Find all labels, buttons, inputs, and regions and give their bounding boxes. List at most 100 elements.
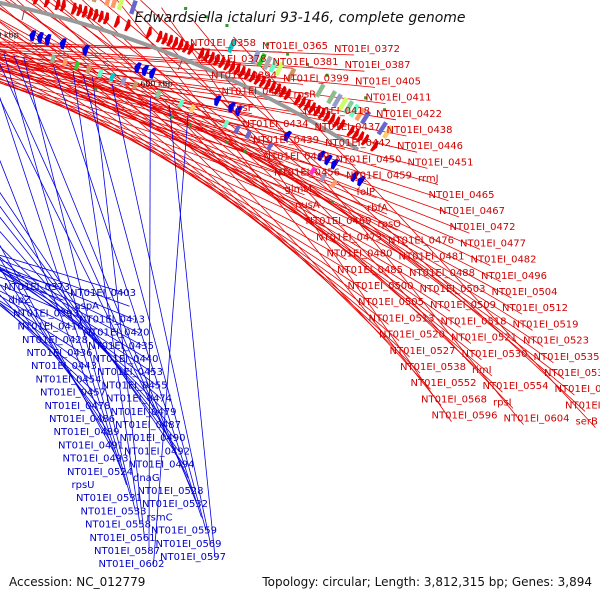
reverse-gene-label: NT01EI_0413 — [79, 314, 145, 325]
forward-gene-label: NT01EI_0509 — [430, 300, 496, 311]
forward-gene-label: rpsR — [294, 90, 317, 101]
forward-gene-label: NT01EI_0372 — [334, 44, 400, 55]
accession-text: Accession: NC_012779 — [9, 575, 145, 589]
reverse-gene-label: NT01EI_0493 — [63, 454, 129, 465]
reverse-gene-feature — [29, 30, 36, 41]
reverse-gene-label: dipZ — [9, 295, 31, 306]
rna-marker — [331, 201, 334, 204]
forward-gene-feature — [44, 0, 50, 7]
reverse-gene-label: NT01EI_0479 — [111, 407, 177, 418]
reverse-gene-label: NT01EI_0528 — [138, 486, 204, 497]
forward-gene-label: NT01EI_0485 — [337, 265, 403, 276]
forward-gene-label: NT01EI_0434 — [243, 119, 309, 130]
forward-gene-label: NT01EI_0521 — [451, 333, 517, 344]
forward-gene-label: NT01EI_0365 — [262, 41, 328, 52]
forward-gene-label: NT01EI_0411 — [366, 93, 432, 104]
forward-gene-label: NT01EI_0456 — [274, 168, 340, 179]
forward-gene-label: NT01EI_0535 — [534, 352, 600, 363]
forward-gene-label: NT01EI_0437 — [315, 122, 381, 133]
forward-gene-label: NT01EI_0554 — [483, 381, 549, 392]
forward-gene-label: NT01EI_0439 — [253, 135, 319, 146]
forward-gene-label: NT01EI_0446 — [397, 141, 463, 152]
function-band — [189, 104, 196, 113]
rna-marker — [286, 53, 289, 56]
forward-gene-label: NT01EI_0482 — [471, 255, 537, 266]
reverse-gene-label: NT01EI_0487 — [115, 420, 181, 431]
reverse-callout-line — [0, 80, 64, 301]
forward-gene-label: NT01EI_0500 — [348, 281, 414, 292]
forward-gene-label: NT01EI_0438 — [387, 125, 453, 136]
reverse-gene-label: NT01EI_0489 — [54, 427, 120, 438]
forward-gene-label: rrmJ — [418, 174, 439, 185]
reverse-gene-label: NT01EI_0478 — [45, 401, 111, 412]
forward-gene-label: NT01EI_0568 — [421, 394, 487, 405]
forward-gene-label: NT01EI_0504 — [492, 287, 558, 298]
forward-gene-label: NT01EI_0505 — [358, 297, 424, 308]
reverse-gene-label: NT01EI_0420 — [84, 328, 150, 339]
forward-gene-label: NT01EI_0451 — [408, 157, 474, 168]
tick-label: 600 kbp — [140, 80, 173, 89]
forward-gene-label: NT01EI_0418 — [304, 106, 370, 117]
reverse-gene-label: NT01EI_0403 — [70, 288, 136, 299]
forward-gene-feature — [33, 0, 39, 5]
forward-gene-label: NT01EI_0589 — [565, 400, 600, 411]
reverse-gene-label: NT01EI_0435 — [88, 341, 154, 352]
tick-label: 550 kbp — [0, 31, 19, 40]
rna-marker — [189, 124, 192, 127]
forward-gene-label: rpsO — [378, 219, 402, 230]
forward-gene-label: NT01EI_0496 — [481, 271, 547, 282]
forward-gene-label: NT01EI_0472 — [450, 222, 516, 233]
forward-gene-label: NT01EI_0408 — [222, 87, 288, 98]
forward-gene-label: glmM — [285, 184, 313, 195]
reverse-gene-feature — [149, 68, 156, 79]
reverse-gene-label: NT01EI_0440 — [93, 354, 159, 365]
forward-gene-label: nusA — [295, 200, 320, 211]
forward-gene-label: NT01EI_0387 — [345, 60, 411, 71]
forward-gene-label: NT01EI_0519 — [513, 319, 579, 330]
forward-gene-label: NT01EI_0358 — [190, 38, 256, 49]
forward-gene-label: NT01EI_0473 — [316, 232, 382, 243]
forward-gene-label: NT01EI_0552 — [411, 378, 477, 389]
reverse-gene-label: NT01EI_0491 — [58, 440, 124, 451]
forward-gene-label: NT01EI_0465 — [429, 190, 495, 201]
reverse-gene-label: NT01EI_0531 — [76, 493, 142, 504]
reverse-gene-label: NT01EI_0597 — [160, 552, 226, 563]
reverse-gene-label: NT01EI_0393 — [13, 308, 79, 319]
forward-gene-label: NT01EI_0557 — [555, 384, 600, 395]
reverse-gene-label: NT01EI_0532 — [142, 499, 208, 510]
reverse-gene-label: NT01EI_0533 — [81, 506, 147, 517]
forward-gene-label: NT01EI_0442 — [325, 138, 391, 149]
reverse-gene-label: NT01EI_0494 — [129, 460, 195, 471]
forward-gene-label: serB — [576, 417, 598, 428]
forward-gene-label: NT01EI_0378 — [201, 54, 267, 65]
reverse-gene-label: dnaG — [133, 473, 160, 484]
reverse-gene-label: NT01EI_0558 — [85, 520, 151, 531]
forward-gene-label: NT01EI_0513 — [369, 313, 435, 324]
forward-gene-label: NT01EI_0530 — [462, 349, 528, 360]
forward-gene-label: NT01EI_0520 — [379, 330, 445, 341]
forward-gene-label: NT01EI_0381 — [273, 57, 339, 68]
forward-gene-label: NT01EI_0477 — [460, 238, 526, 249]
reverse-gene-label: NT01EI_0602 — [99, 559, 165, 570]
forward-gene-label: folP — [357, 187, 375, 198]
rna-marker — [225, 141, 228, 144]
forward-gene-label: NT01EI_0512 — [502, 303, 568, 314]
map-title: Edwardsiella ictaluri 93-146, complete g… — [0, 10, 600, 26]
forward-gene-label: rbfA — [367, 203, 388, 214]
reverse-gene-label: NT01EI_0416 — [18, 322, 84, 333]
reverse-gene-label: NT01EI_0373 — [4, 282, 70, 293]
forward-gene-feature — [145, 27, 151, 39]
reverse-gene-feature — [142, 65, 149, 76]
reverse-gene-label: NT01EI_0474 — [106, 394, 172, 405]
reverse-gene-label: NT01EI_0486 — [49, 414, 115, 425]
forward-gene-label: rpsI — [493, 397, 512, 408]
reverse-gene-label: NT01EI_0457 — [40, 388, 106, 399]
reverse-gene-label: NT01EI_0490 — [120, 433, 186, 444]
forward-gene-label: rimI — [472, 365, 492, 376]
reverse-gene-label: NT01EI_0569 — [156, 539, 222, 550]
forward-gene-label: NT01EI_0539 — [544, 368, 600, 379]
rna-marker — [94, 87, 97, 90]
reverse-gene-label: NT01EI_0453 — [97, 367, 163, 378]
reverse-gene-label: NT01EI_0559 — [151, 526, 217, 537]
